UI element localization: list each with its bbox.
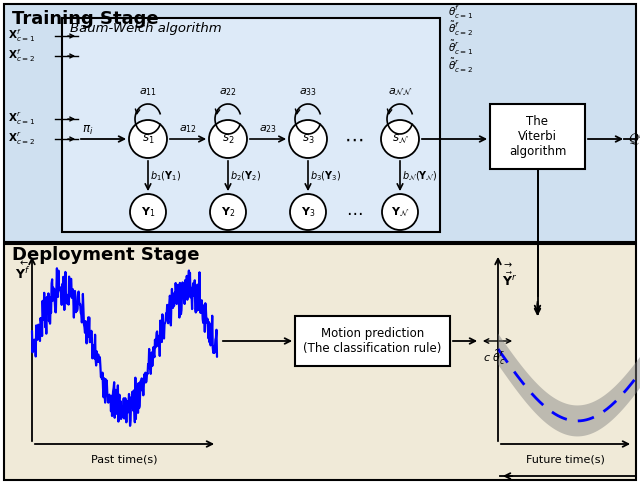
Text: $\leftarrow$: $\leftarrow$ bbox=[19, 257, 30, 267]
Text: $b_\mathcal{N}(\mathbf{Y}_\mathcal{N})$: $b_\mathcal{N}(\mathbf{Y}_\mathcal{N})$ bbox=[402, 169, 438, 183]
Text: $a_{12}$: $a_{12}$ bbox=[179, 123, 197, 135]
Bar bbox=[4, 244, 636, 480]
Text: $b_1(\mathbf{Y}_1)$: $b_1(\mathbf{Y}_1)$ bbox=[150, 169, 181, 183]
Text: $\tilde{\theta}^r_{c=2}$: $\tilde{\theta}^r_{c=2}$ bbox=[448, 57, 473, 75]
Text: $c\;\tilde{\theta}^r_c$: $c\;\tilde{\theta}^r_c$ bbox=[483, 349, 505, 367]
Circle shape bbox=[382, 194, 418, 230]
Text: $b_3(\mathbf{Y}_3)$: $b_3(\mathbf{Y}_3)$ bbox=[310, 169, 341, 183]
Text: Deployment Stage: Deployment Stage bbox=[12, 246, 200, 264]
Text: Training Stage: Training Stage bbox=[12, 10, 159, 28]
Text: $\tilde{\theta}^f_{c=1}$: $\tilde{\theta}^f_{c=1}$ bbox=[448, 3, 474, 21]
Text: $a_{22}$: $a_{22}$ bbox=[219, 86, 237, 98]
Text: $\mathbf{Y}_3$: $\mathbf{Y}_3$ bbox=[301, 205, 316, 219]
Text: $\mathbf{X}^r_{c=1}$: $\mathbf{X}^r_{c=1}$ bbox=[8, 111, 35, 127]
Text: Future time(s): Future time(s) bbox=[526, 454, 605, 464]
Text: $\vec{\mathbf{Y}}^r$: $\vec{\mathbf{Y}}^r$ bbox=[502, 272, 517, 289]
Text: $a_{33}$: $a_{33}$ bbox=[299, 86, 317, 98]
Text: $\mathbf{Y}^f$: $\mathbf{Y}^f$ bbox=[15, 266, 30, 282]
Text: Past time(s): Past time(s) bbox=[92, 454, 157, 464]
Text: Motion prediction
(The classification rule): Motion prediction (The classification ru… bbox=[303, 327, 442, 355]
Text: $\mathcal{Q}^r$: $\mathcal{Q}^r$ bbox=[628, 130, 640, 148]
Text: $\rightarrow$: $\rightarrow$ bbox=[502, 259, 513, 269]
Text: $\cdots$: $\cdots$ bbox=[344, 130, 364, 149]
Text: $\mathbf{Y}_1$: $\mathbf{Y}_1$ bbox=[141, 205, 156, 219]
Circle shape bbox=[130, 194, 166, 230]
Bar bbox=[295, 316, 450, 366]
Circle shape bbox=[209, 120, 247, 158]
Text: $\mathbf{X}^f_{c=1}$: $\mathbf{X}^f_{c=1}$ bbox=[8, 28, 35, 45]
Text: $s_\mathcal{N}$: $s_\mathcal{N}$ bbox=[392, 133, 408, 146]
Circle shape bbox=[381, 120, 419, 158]
Circle shape bbox=[129, 120, 167, 158]
Text: $\mathbf{Y}_2$: $\mathbf{Y}_2$ bbox=[221, 205, 235, 219]
Circle shape bbox=[290, 194, 326, 230]
Text: $\cdots$: $\cdots$ bbox=[346, 203, 362, 221]
Polygon shape bbox=[498, 293, 640, 437]
Text: $s_2$: $s_2$ bbox=[221, 133, 234, 146]
Text: $\tilde{\theta}^r_{c=1}$: $\tilde{\theta}^r_{c=1}$ bbox=[448, 39, 474, 57]
Text: $s_1$: $s_1$ bbox=[141, 133, 154, 146]
Circle shape bbox=[210, 194, 246, 230]
Text: $b_2(\mathbf{Y}_2)$: $b_2(\mathbf{Y}_2)$ bbox=[230, 169, 261, 183]
Text: $s_3$: $s_3$ bbox=[301, 133, 314, 146]
Text: $a_{11}$: $a_{11}$ bbox=[139, 86, 157, 98]
Text: The
Viterbi
algorithm: The Viterbi algorithm bbox=[509, 115, 566, 158]
Text: $a_{23}$: $a_{23}$ bbox=[259, 123, 277, 135]
Text: $a_{\mathcal{N}\mathcal{N}}$: $a_{\mathcal{N}\mathcal{N}}$ bbox=[388, 86, 412, 98]
Text: $\mathbf{X}^r_{c=2}$: $\mathbf{X}^r_{c=2}$ bbox=[8, 131, 35, 147]
Text: Baum-Welch algorithm: Baum-Welch algorithm bbox=[70, 22, 221, 35]
Text: $\mathbf{X}^f_{c=2}$: $\mathbf{X}^f_{c=2}$ bbox=[8, 47, 35, 64]
Bar bbox=[62, 18, 440, 232]
Bar bbox=[4, 4, 636, 242]
Text: $\pi_i$: $\pi_i$ bbox=[82, 124, 93, 137]
Bar bbox=[490, 104, 585, 169]
Text: $\tilde{\theta}^f_{c=2}$: $\tilde{\theta}^f_{c=2}$ bbox=[448, 20, 473, 38]
Circle shape bbox=[289, 120, 327, 158]
Text: $\mathbf{Y}_\mathcal{N}$: $\mathbf{Y}_\mathcal{N}$ bbox=[391, 205, 409, 219]
